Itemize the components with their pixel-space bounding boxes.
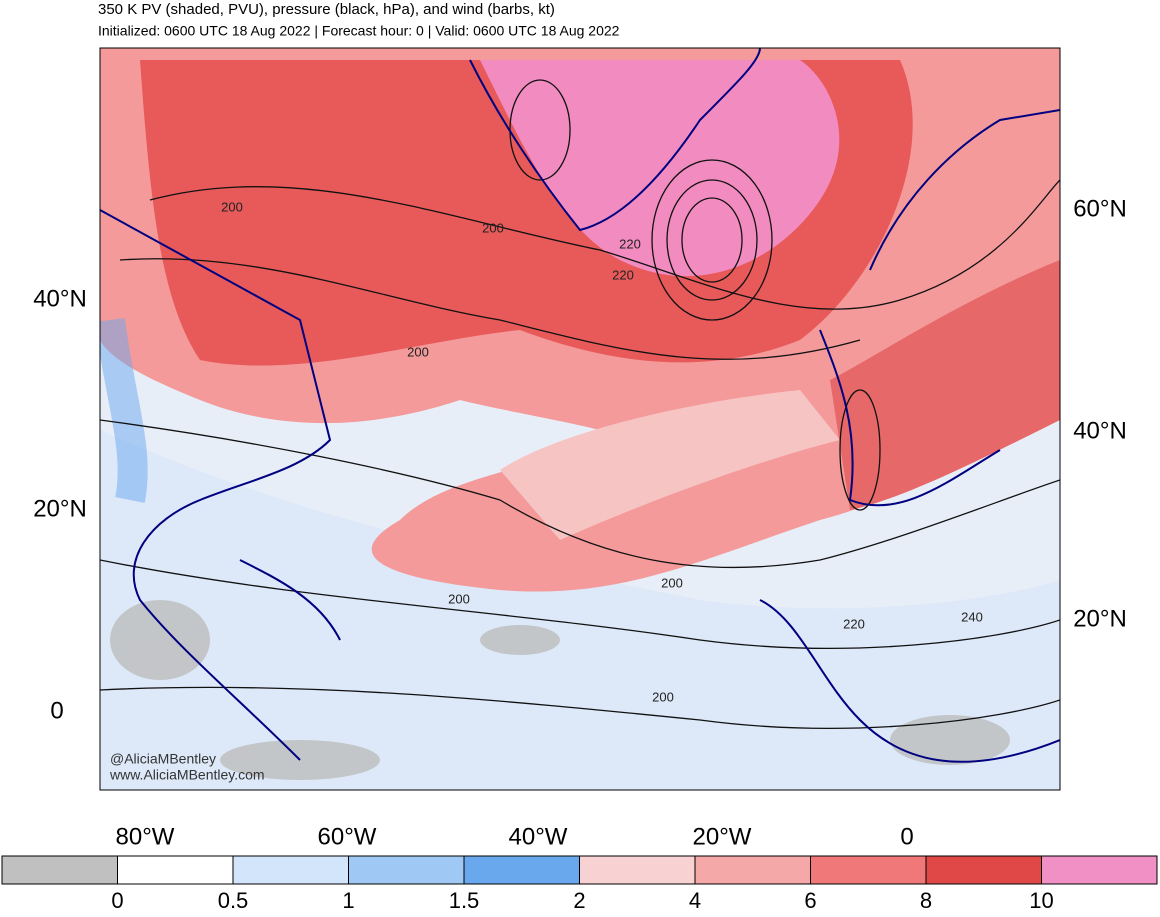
subtitle: Initialized: 0600 UTC 18 Aug 2022 | Fore… xyxy=(98,23,620,39)
lat-label: 40°N xyxy=(33,285,87,312)
colorbar-label: 4 xyxy=(689,888,701,912)
lon-label: 40°W xyxy=(509,823,568,850)
contour-label: 200 xyxy=(407,344,429,359)
colorbar-box xyxy=(1,855,118,885)
colorbar-box xyxy=(694,855,811,885)
colorbar-box xyxy=(232,855,349,885)
colorbar-box xyxy=(579,855,696,885)
contour-label: 220 xyxy=(612,267,634,282)
contour-label: 200 xyxy=(482,220,504,235)
contour-label: 200 xyxy=(661,575,683,590)
colorbar-label: 0 xyxy=(111,888,123,912)
contour-label: 240 xyxy=(961,609,983,624)
contour-label: 220 xyxy=(843,616,865,631)
lat-label: 20°N xyxy=(33,495,87,522)
map-frame xyxy=(99,47,1061,791)
colorbar-box xyxy=(348,855,465,885)
lon-label: 0 xyxy=(900,823,913,850)
contour-label: 220 xyxy=(619,236,641,251)
colorbar-box xyxy=(463,855,580,885)
colorbar-label: 10 xyxy=(1029,888,1053,912)
colorbar-label: 8 xyxy=(920,888,932,912)
colorbar-label: 0.5 xyxy=(218,888,249,912)
colorbar-box xyxy=(1041,855,1158,885)
contour-label: 200 xyxy=(448,591,470,606)
colorbar-box xyxy=(925,855,1042,885)
colorbar-label: 1.5 xyxy=(449,888,480,912)
colorbar-box xyxy=(117,855,234,885)
lon-label: 80°W xyxy=(116,823,175,850)
title: 350 K PV (shaded, PVU), pressure (black,… xyxy=(98,1,555,18)
lat-label: 60°N xyxy=(1073,195,1127,222)
lat-label: 20°N xyxy=(1073,605,1127,632)
colorbar-box xyxy=(810,855,927,885)
lat-label: 0 xyxy=(50,697,63,724)
lat-label: 40°N xyxy=(1073,417,1127,444)
lon-label: 60°W xyxy=(318,823,377,850)
colorbar-label: 1 xyxy=(342,888,354,912)
contour-label: 200 xyxy=(652,689,674,704)
watermark: www.AliciaMBentley.com xyxy=(109,767,265,783)
contour-label: 200 xyxy=(221,199,243,214)
colorbar xyxy=(1,855,1158,885)
watermark: @AliciaMBentley xyxy=(110,751,216,767)
map: 200 200 200 220 220 200 200 220 240 200 … xyxy=(100,48,1060,790)
colorbar-label: 2 xyxy=(573,888,585,912)
colorbar-label: 6 xyxy=(804,888,816,912)
lon-label: 20°W xyxy=(693,823,752,850)
